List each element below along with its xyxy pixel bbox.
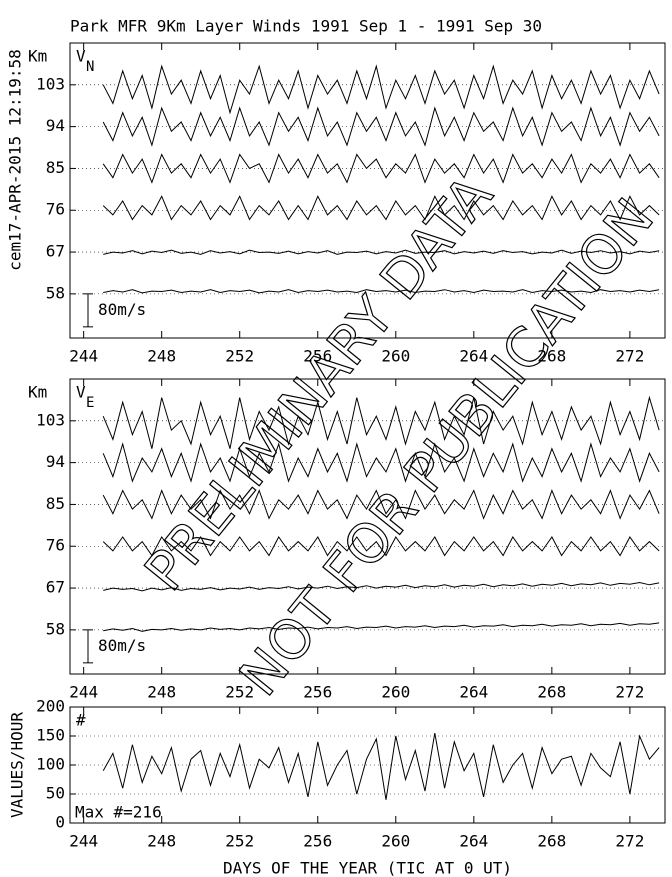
data-line bbox=[102, 195, 660, 221]
x-tick-label: 268 bbox=[537, 832, 566, 851]
data-line bbox=[103, 289, 660, 294]
y-tick-label: 58 bbox=[46, 619, 65, 638]
x-tick-label: 252 bbox=[225, 683, 254, 702]
x-axis-label: DAYS OF THE YEAR (TIC AT 0 UT) bbox=[223, 859, 512, 877]
panel-label: # bbox=[76, 711, 86, 730]
data-line bbox=[102, 106, 660, 147]
x-tick-label: 244 bbox=[69, 832, 98, 851]
y-tick-label: 100 bbox=[36, 755, 65, 774]
watermark: PRELIMINARY DATA bbox=[133, 164, 505, 603]
x-tick-label: 260 bbox=[381, 683, 410, 702]
y-tick-label: 50 bbox=[46, 784, 65, 803]
data-line bbox=[102, 442, 660, 483]
y-tick-label: 0 bbox=[55, 813, 65, 832]
x-tick-label: 272 bbox=[615, 347, 644, 366]
y-tick-label: 76 bbox=[46, 536, 65, 555]
x-tick-label: 248 bbox=[147, 683, 176, 702]
scale-bar-label: 80m/s bbox=[98, 636, 146, 655]
y-tick-label: 67 bbox=[46, 242, 65, 261]
x-tick-label: 260 bbox=[381, 832, 410, 851]
x-tick-label: 256 bbox=[303, 683, 332, 702]
y-tick-label: 200 bbox=[36, 697, 65, 716]
plot-frame bbox=[69, 378, 666, 675]
x-tick-label: 264 bbox=[459, 832, 488, 851]
y-unit-label: Km bbox=[28, 47, 47, 66]
y-tick-label: 150 bbox=[36, 726, 65, 745]
x-tick-label: 244 bbox=[69, 347, 98, 366]
annotation: Max #=216 bbox=[75, 803, 162, 822]
y-tick-label: 103 bbox=[36, 74, 65, 93]
y-tick-label: 58 bbox=[46, 283, 65, 302]
y-tick-label: 76 bbox=[46, 200, 65, 219]
y-tick-label: 85 bbox=[46, 494, 65, 513]
y-axis-label: VALUES/HOUR bbox=[8, 712, 27, 818]
x-tick-label: 244 bbox=[69, 683, 98, 702]
x-tick-label: 248 bbox=[147, 832, 176, 851]
y-tick-label: 85 bbox=[46, 158, 65, 177]
chart-title: Park MFR 9Km Layer Winds 1991 Sep 1 - 19… bbox=[70, 17, 542, 36]
x-tick-label: 264 bbox=[459, 683, 488, 702]
data-line bbox=[102, 153, 660, 184]
y-tick-label: 103 bbox=[36, 410, 65, 429]
x-tick-label: 272 bbox=[615, 832, 644, 851]
panel-label: V bbox=[76, 47, 86, 66]
y-tick-label: 94 bbox=[46, 116, 65, 135]
data-line bbox=[103, 249, 660, 255]
timestamp: cem17-APR-2015 12:19:58 bbox=[6, 49, 25, 271]
x-tick-label: 252 bbox=[225, 832, 254, 851]
panel-label: V bbox=[76, 383, 86, 402]
plot-frame bbox=[69, 42, 666, 339]
y-tick-label: 67 bbox=[46, 578, 65, 597]
data-line bbox=[102, 489, 660, 520]
data-line bbox=[102, 536, 660, 557]
data-line bbox=[102, 733, 660, 800]
x-tick-label: 272 bbox=[615, 683, 644, 702]
x-tick-label: 248 bbox=[147, 347, 176, 366]
data-line bbox=[102, 64, 660, 115]
panel-label-sub: E bbox=[86, 395, 94, 411]
y-tick-label: 94 bbox=[46, 452, 65, 471]
x-tick-label: 264 bbox=[459, 347, 488, 366]
data-line bbox=[102, 395, 660, 449]
x-tick-label: 268 bbox=[537, 347, 566, 366]
panel-label-sub: N bbox=[86, 59, 94, 75]
x-tick-label: 268 bbox=[537, 683, 566, 702]
x-tick-label: 252 bbox=[225, 347, 254, 366]
data-line bbox=[103, 622, 660, 632]
scale-bar-label: 80m/s bbox=[98, 300, 146, 319]
x-tick-label: 256 bbox=[303, 832, 332, 851]
y-unit-label: Km bbox=[28, 383, 47, 402]
data-line bbox=[103, 581, 660, 592]
x-tick-label: 260 bbox=[381, 347, 410, 366]
x-tick-label: 256 bbox=[303, 347, 332, 366]
